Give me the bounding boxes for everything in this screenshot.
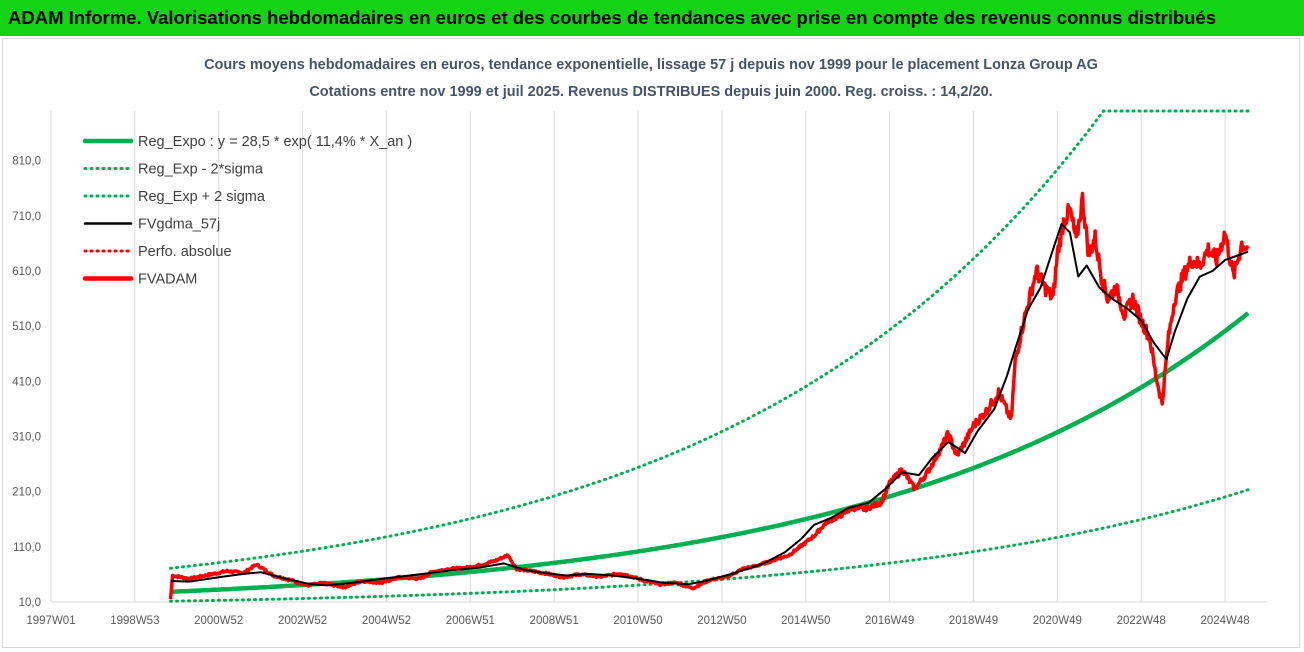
plot-area [168, 109, 1250, 603]
y-tick-label: 810,0 [12, 156, 41, 168]
x-tick-label: 1998W53 [110, 615, 159, 627]
chart-title-line-2: Cotations entre nov 1999 et juil 2025. R… [309, 84, 992, 100]
y-tick-label: 410,0 [12, 376, 41, 388]
legend-label: Reg_Exp + 2 sigma [138, 189, 266, 205]
y-axis-ticks: 10,0 110,0 210,0 310,0 410,0 510,0 610,0 710,0 8… [12, 156, 41, 609]
x-tick-label: 1997W01 [26, 615, 75, 627]
x-tick-label: 2006W51 [446, 615, 495, 627]
series-fvgdma-57j [170, 223, 1249, 587]
legend[interactable]: Reg_Expo : y = 28,5 * exp( 11,4% * X_an … [82, 134, 412, 288]
series-reg-expo [170, 311, 1250, 595]
grid-lines [50, 111, 1267, 603]
y-tick-label: 10,0 [19, 597, 41, 609]
chart: Cours moyens hebdomadaires en euros, ten… [12, 57, 1267, 627]
y-tick-label: 110,0 [13, 542, 41, 554]
x-tick-label: 2002W52 [278, 615, 327, 627]
chart-title-line-1: Cours moyens hebdomadaires en euros, ten… [204, 57, 1098, 73]
legend-label: Reg_Expo : y = 28,5 * exp( 11,4% * X_an … [138, 134, 412, 150]
x-tick-label: 2000W52 [194, 615, 243, 627]
x-tick-label: 2010W50 [613, 615, 662, 627]
legend-label: FVgdma_57j [138, 217, 220, 233]
x-tick-label: 2008W51 [530, 615, 579, 627]
y-tick-label: 610,0 [12, 266, 41, 278]
x-tick-label: 2004W52 [362, 615, 411, 627]
chart-frame: Cours moyens hebdomadaires en euros, ten… [2, 38, 1300, 648]
legend-label: Perfo. absolue [138, 244, 232, 260]
report-banner: ADAM Informe. Valorisations hebdomadaire… [0, 0, 1304, 36]
y-tick-label: 510,0 [12, 321, 41, 333]
x-tick-label: 2020W49 [1033, 615, 1082, 627]
legend-label: Reg_Exp - 2*sigma [138, 162, 264, 178]
x-tick-label: 2012W50 [697, 615, 746, 627]
y-tick-label: 210,0 [12, 487, 41, 499]
x-tick-label: 2022W48 [1117, 615, 1166, 627]
legend-label: FVADAM [138, 272, 197, 288]
x-tick-label: 2016W49 [865, 615, 914, 627]
y-tick-label: 310,0 [12, 431, 41, 443]
x-tick-label: 2014W50 [781, 615, 830, 627]
x-tick-label: 2024W48 [1200, 615, 1249, 627]
x-tick-label: 2018W49 [949, 615, 998, 627]
x-axis-ticks: 1997W01 1998W53 2000W52 2002W52 2004W52 2006W… [26, 615, 1249, 627]
y-tick-label: 710,0 [12, 211, 41, 223]
series-reg-plus-2sigma [169, 109, 1250, 570]
